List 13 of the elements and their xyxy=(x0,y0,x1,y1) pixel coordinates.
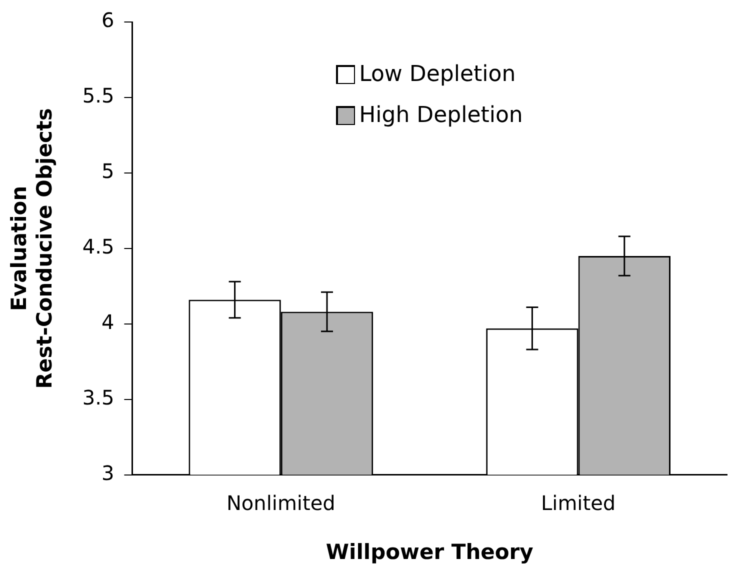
legend-label: Low Depletion xyxy=(359,62,516,87)
y-tick-label: 6 xyxy=(101,8,114,32)
legend-label: High Depletion xyxy=(359,103,523,128)
x-tick-label: Limited xyxy=(541,491,616,516)
y-tick-label: 3 xyxy=(101,461,114,486)
y-tick-label: 5 xyxy=(101,159,114,184)
x-axis-title: Willpower Theory xyxy=(326,540,534,564)
y-tick-label: 4 xyxy=(101,310,114,334)
x-tick-label: Nonlimited xyxy=(226,491,336,516)
y-tick-label: 3.5 xyxy=(82,386,114,410)
y-tick-label: 4.5 xyxy=(82,234,114,259)
y-tick-label: 5.5 xyxy=(82,84,114,108)
y-axis-title: Evaluation Rest-Conducive Objects xyxy=(7,108,56,389)
